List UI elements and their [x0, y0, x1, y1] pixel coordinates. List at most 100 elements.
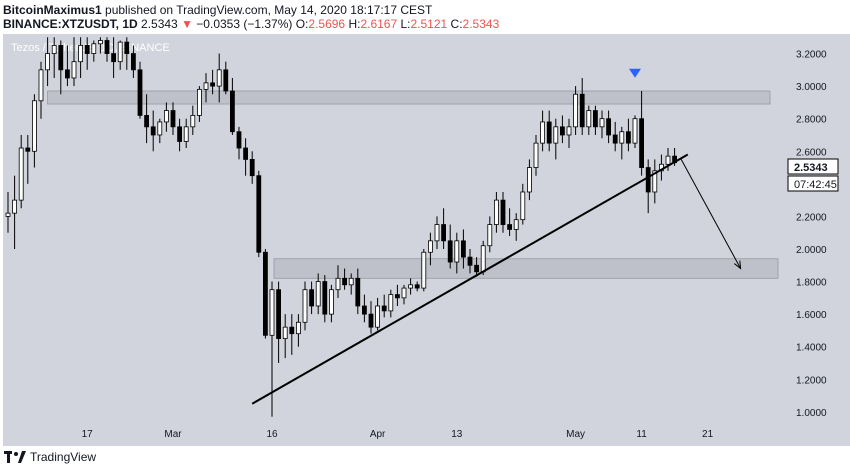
- candle-up: [513, 219, 519, 230]
- candle-down: [626, 131, 631, 144]
- candle-down: [276, 289, 282, 339]
- high-value: 2.6167: [360, 17, 398, 31]
- candle-up: [18, 147, 24, 201]
- candle-up: [375, 305, 381, 328]
- symbol-label[interactable]: BINANCE:XTZUSDT, 1D: [3, 17, 138, 31]
- candle-up: [388, 294, 394, 312]
- low-value: 2.5121: [410, 17, 448, 31]
- candle-down: [262, 251, 268, 336]
- candle-down: [579, 93, 585, 128]
- candle-up: [348, 277, 354, 286]
- candle-down: [249, 159, 255, 177]
- author-name[interactable]: BitcoinMaximus1: [3, 3, 102, 17]
- candle-up: [480, 245, 486, 273]
- candle-down: [593, 110, 598, 128]
- candle-down: [414, 284, 420, 289]
- chart-header: BitcoinMaximus1 published on TradingView…: [0, 0, 850, 34]
- price-tick-label: 2.0000: [796, 245, 827, 256]
- time-tick-label: 16: [266, 429, 278, 440]
- candle-up: [566, 126, 572, 136]
- candle-down: [137, 69, 143, 116]
- candle-down: [355, 277, 361, 307]
- candle-up: [599, 118, 605, 128]
- candle-down: [606, 118, 611, 136]
- candle-down: [289, 326, 295, 335]
- candle-up: [315, 281, 321, 307]
- chart-watermark: Tezos / TetherUS, 1D, BINANCE: [11, 42, 170, 54]
- candle-up: [665, 155, 671, 165]
- candle-up: [454, 240, 460, 263]
- candle-up: [32, 100, 37, 152]
- candle-down: [394, 294, 400, 299]
- candle-up: [78, 45, 83, 63]
- candle-up: [652, 170, 658, 193]
- candle-down: [447, 240, 453, 263]
- time-tick-label: May: [566, 429, 585, 440]
- footer: TradingView: [0, 446, 850, 470]
- candle-up: [196, 88, 202, 116]
- price-change: −0.0353 (−1.37%): [196, 17, 293, 31]
- candle-down: [361, 305, 367, 315]
- candle-up: [573, 93, 578, 128]
- candle-down: [236, 131, 242, 149]
- candle-down: [124, 41, 130, 54]
- price-tick-label: 1.0000: [796, 408, 827, 419]
- time-tick-label: Mar: [164, 429, 182, 440]
- candle-down: [441, 224, 447, 242]
- candle-up: [434, 224, 440, 242]
- candle-up: [38, 69, 44, 102]
- price-tick-label: 2.2000: [796, 212, 827, 223]
- candle-down: [229, 90, 235, 133]
- time-axis-background: [3, 420, 850, 446]
- candle-down: [309, 289, 315, 307]
- projection-arrow-line: [680, 159, 742, 269]
- candle-down: [256, 175, 262, 253]
- ascending-trendline: [251, 153, 689, 405]
- price-tick-label: 2.6000: [796, 147, 827, 158]
- candle-down: [460, 240, 466, 258]
- candle-up: [190, 115, 196, 128]
- candle-up: [51, 45, 57, 54]
- candle-down: [500, 199, 506, 225]
- close-value: 2.5343: [462, 17, 500, 31]
- candle-down: [58, 45, 64, 71]
- candle-down: [130, 53, 136, 71]
- tradingview-logo-icon: [4, 451, 26, 463]
- candle-up: [98, 40, 103, 45]
- price-tick-label: 1.6000: [796, 310, 827, 321]
- time-tick-label: 11: [636, 429, 647, 440]
- candle-down: [65, 69, 70, 79]
- price-tag: 2.5343: [787, 158, 839, 175]
- publish-info: BitcoinMaximus1 published on TradingView…: [3, 3, 432, 17]
- candles-layer: [5, 37, 677, 417]
- candle-up: [533, 142, 539, 168]
- candle-up: [282, 326, 288, 339]
- high-label: H:: [348, 17, 361, 31]
- sr-zone: [47, 90, 771, 105]
- candlestick-chart[interactable]: Tezos / TetherUS, 1D, BINANCE 1.0000 1.20…: [0, 34, 850, 446]
- candle-down: [243, 147, 249, 160]
- close-label: C:: [450, 17, 463, 31]
- candle-down: [150, 126, 156, 136]
- tradingview-logo[interactable]: TradingView: [4, 450, 96, 464]
- price-tick-label: 1.2000: [796, 375, 827, 386]
- candle-up: [421, 251, 427, 289]
- chart-area[interactable]: Tezos / TetherUS, 1D, BINANCE 1.0000 1.20…: [0, 34, 850, 470]
- candle-up: [216, 69, 222, 87]
- candle-up: [553, 126, 559, 144]
- candle-down: [381, 305, 387, 312]
- candle-up: [335, 277, 341, 291]
- open-value: 2.5696: [308, 17, 346, 31]
- candle-down: [84, 45, 90, 54]
- candle-up: [91, 43, 97, 54]
- candle-down: [210, 82, 216, 87]
- ohlc-legend: BINANCE:XTZUSDT, 1D 2.5343 ▼ −0.0353 (−1…: [3, 17, 499, 31]
- candle-up: [12, 199, 18, 214]
- price-axis-background: [785, 34, 850, 420]
- candle-down: [25, 147, 31, 152]
- low-label: L:: [400, 17, 411, 31]
- time-axis[interactable]: 17 Mar 16 Apr 13 May 11 21: [82, 429, 714, 440]
- candle-up: [45, 53, 50, 71]
- candle-down: [639, 118, 644, 168]
- candle-up: [295, 321, 301, 335]
